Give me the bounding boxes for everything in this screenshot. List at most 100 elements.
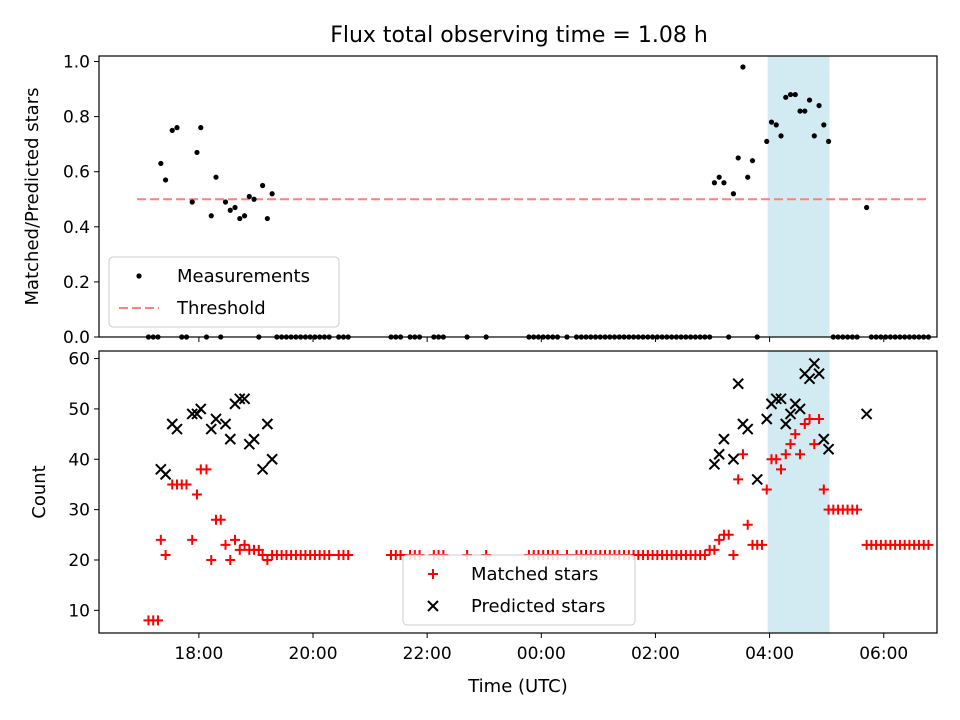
data-point	[733, 474, 744, 485]
data-point	[187, 534, 198, 545]
data-point	[246, 193, 252, 200]
x-axis-label: Time (UTC)	[467, 676, 568, 697]
y-tick-label: 0.4	[63, 218, 90, 238]
data-point	[237, 215, 243, 222]
data-point	[732, 378, 744, 390]
data-point	[780, 418, 792, 430]
data-point	[262, 554, 273, 565]
data-point	[785, 439, 796, 450]
data-point	[780, 449, 791, 460]
data-point	[213, 174, 219, 180]
data-point	[864, 204, 870, 211]
data-point	[256, 463, 269, 476]
data-point	[234, 393, 246, 405]
legend: Measurements Threshold	[108, 256, 340, 328]
data-point	[708, 458, 721, 471]
data-point	[792, 91, 798, 98]
data-point	[260, 182, 266, 189]
y-axis-label: Matched/Predicted stars	[22, 88, 43, 306]
data-point	[814, 413, 825, 424]
data-point	[257, 549, 268, 560]
data-point	[225, 554, 236, 565]
data-point	[761, 484, 772, 495]
data-point	[224, 433, 236, 445]
data-point	[195, 403, 207, 415]
data-point	[248, 433, 260, 445]
data-point	[191, 489, 202, 500]
data-point	[158, 160, 164, 167]
legend-box	[402, 554, 636, 626]
data-point	[714, 534, 725, 545]
data-point	[776, 464, 787, 475]
data-point	[721, 180, 727, 186]
data-point	[194, 149, 200, 156]
y-tick-label: 30	[68, 501, 90, 521]
data-point	[745, 174, 751, 180]
legend-marker	[136, 273, 142, 279]
x-tick-label: 04:00	[745, 644, 794, 664]
highlight-span	[767, 351, 830, 633]
legend: Matched stars Predicted stars	[402, 554, 636, 626]
bottom-panel: 18:00 20:00 22:00 00:00 02:00 04:00 06:00 10 20 3…	[29, 350, 938, 664]
x-tick-label: 20:00	[289, 644, 338, 664]
y-tick-label: 40	[68, 450, 90, 470]
y-axis-label: Count	[29, 465, 50, 518]
data-point	[269, 191, 275, 197]
data-point	[923, 539, 934, 550]
y-tick-label: 0.2	[63, 273, 90, 293]
data-point	[787, 91, 794, 98]
legend-marker	[428, 569, 438, 579]
data-point	[723, 529, 734, 540]
data-point	[709, 544, 720, 555]
data-point	[239, 539, 250, 550]
x-tick-label: 02:00	[631, 644, 680, 664]
data-point	[821, 122, 827, 128]
data-point	[253, 544, 264, 555]
data-point	[174, 125, 180, 131]
data-point	[813, 367, 825, 380]
legend-label: Matched stars	[471, 564, 598, 585]
data-point	[227, 207, 233, 213]
data-point	[241, 213, 248, 219]
data-point	[152, 615, 163, 626]
data-point	[740, 64, 746, 70]
data-point	[804, 413, 815, 424]
data-point	[860, 408, 873, 420]
data-point	[756, 539, 767, 550]
data-point	[816, 102, 822, 109]
data-point	[784, 408, 797, 420]
data-point	[208, 213, 214, 219]
data-point	[742, 519, 753, 530]
plot-frame	[98, 350, 938, 634]
series-predicted-stars	[155, 357, 873, 486]
y-tick-label: 50	[68, 400, 90, 420]
data-point	[266, 453, 278, 465]
data-point	[205, 423, 217, 435]
x-tick-label: 22:00	[403, 644, 452, 664]
data-point	[395, 549, 406, 560]
data-point	[730, 191, 737, 197]
data-point	[818, 484, 829, 495]
data-point	[711, 180, 718, 186]
data-point	[751, 473, 763, 486]
data-point	[159, 468, 172, 481]
data-point	[737, 449, 748, 460]
x-tick-label: 00:00	[517, 644, 566, 664]
data-point	[238, 393, 251, 405]
data-point	[234, 544, 245, 555]
data-point	[201, 464, 212, 475]
data-point	[251, 196, 257, 202]
data-point	[264, 215, 270, 222]
data-point	[806, 97, 813, 103]
data-point	[324, 549, 335, 560]
data-point	[822, 443, 835, 455]
legend-label: Measurements	[177, 266, 310, 287]
data-point	[198, 125, 204, 131]
data-point	[852, 504, 863, 515]
data-point	[716, 174, 722, 180]
data-point	[808, 357, 821, 370]
legend-label: Predicted stars	[471, 596, 605, 617]
data-point	[210, 413, 222, 425]
data-point	[343, 549, 354, 560]
